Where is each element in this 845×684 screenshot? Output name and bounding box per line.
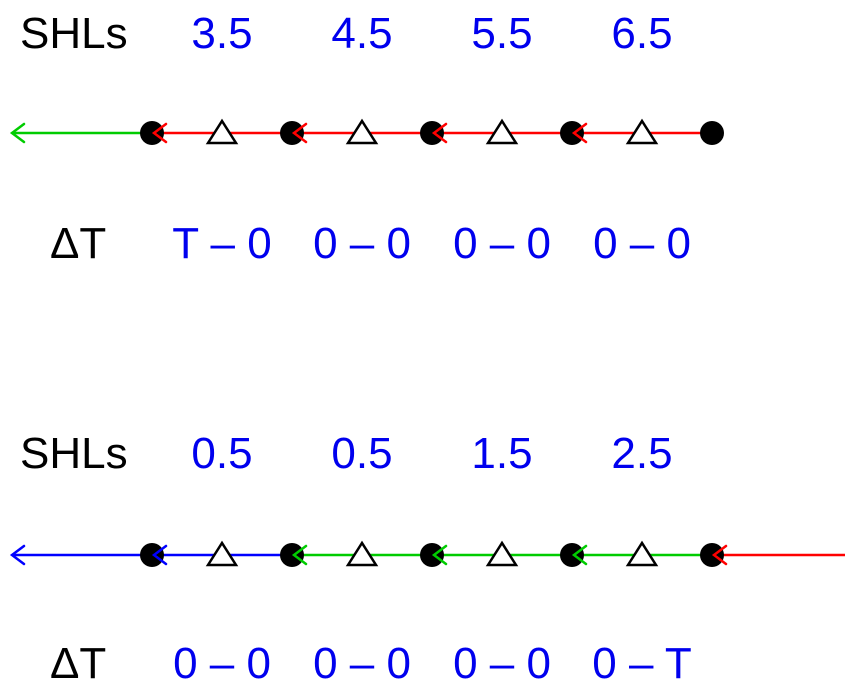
delta-t-value: 0 – 0 bbox=[313, 219, 411, 268]
time-track bbox=[9, 540, 845, 567]
triangle-marker bbox=[205, 540, 239, 567]
delta-t-value: 0 – 0 bbox=[313, 639, 411, 684]
delta-t-value: 0 – 0 bbox=[593, 219, 691, 268]
delta-t-value: 0 – 0 bbox=[453, 639, 551, 684]
triangle-marker bbox=[345, 540, 379, 567]
triangle-marker bbox=[485, 118, 519, 145]
delta-t-value: 0 – T bbox=[592, 639, 691, 684]
shl-label: SHLs bbox=[20, 429, 128, 478]
arrow-head bbox=[431, 122, 448, 144]
arrow-head bbox=[711, 544, 728, 566]
arrow-head bbox=[291, 544, 308, 566]
shl-value: 6.5 bbox=[611, 9, 672, 58]
shl-value: 2.5 bbox=[611, 429, 672, 478]
triangle-marker bbox=[625, 118, 659, 145]
arrow-head bbox=[151, 544, 168, 566]
panel-top: SHLs 3.5 4.5 5.5 6.5 ΔT T – 0 0 – 0 0 – … bbox=[9, 9, 724, 268]
arrow-head bbox=[9, 544, 26, 566]
arrow-head bbox=[291, 122, 308, 144]
shl-value: 0.5 bbox=[331, 429, 392, 478]
arrow-head bbox=[151, 122, 168, 144]
shl-value: 5.5 bbox=[471, 9, 532, 58]
time-track bbox=[9, 118, 724, 145]
triangle-marker bbox=[485, 540, 519, 567]
node-dot bbox=[700, 121, 724, 145]
shl-label: SHLs bbox=[20, 9, 128, 58]
shl-value: 4.5 bbox=[331, 9, 392, 58]
delta-t-label: ΔT bbox=[50, 219, 106, 268]
arrow-head bbox=[431, 544, 448, 566]
panel-bottom: SHLs 0.5 0.5 1.5 2.5 ΔT 0 – 0 0 – 0 0 – … bbox=[9, 429, 845, 684]
shl-value: 1.5 bbox=[471, 429, 532, 478]
shl-value: 0.5 bbox=[191, 429, 252, 478]
triangle-marker bbox=[345, 118, 379, 145]
shl-value: 3.5 bbox=[191, 9, 252, 58]
triangle-marker bbox=[205, 118, 239, 145]
arrow-head bbox=[9, 122, 26, 144]
triangle-marker bbox=[625, 540, 659, 567]
arrow-head bbox=[571, 544, 588, 566]
delta-t-value: 0 – 0 bbox=[173, 639, 271, 684]
delta-t-value: 0 – 0 bbox=[453, 219, 551, 268]
delta-t-value: T – 0 bbox=[172, 219, 271, 268]
delta-t-label: ΔT bbox=[50, 639, 106, 684]
arrow-head bbox=[571, 122, 588, 144]
